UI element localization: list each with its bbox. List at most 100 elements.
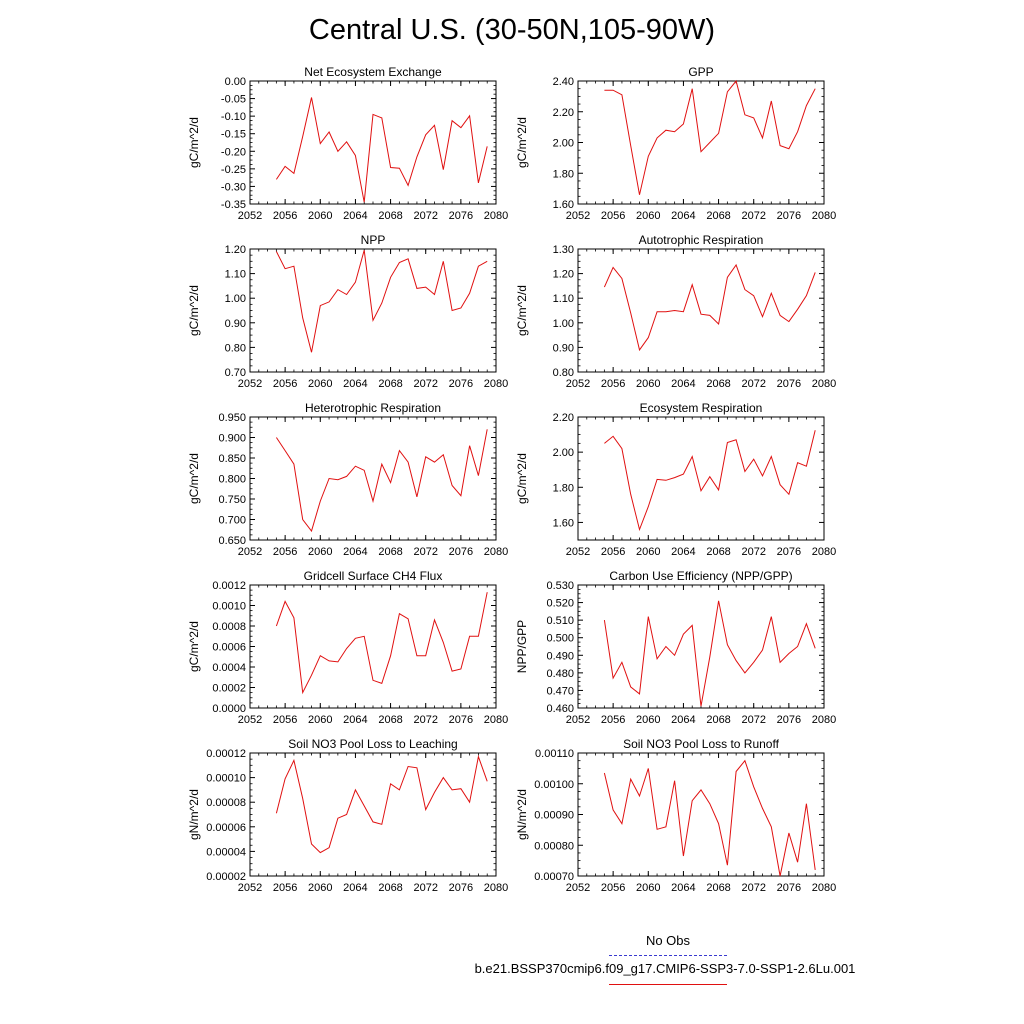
x-tick-label: 2052 [566, 378, 590, 390]
plot-frame [249, 584, 497, 709]
x-tick-label: 2076 [777, 378, 801, 390]
y-tick-label: 0.0006 [212, 642, 246, 654]
x-tick-label: 2052 [566, 714, 590, 726]
x-tick-label: 2052 [238, 714, 262, 726]
y-tick-label: 1.00 [225, 293, 246, 305]
plot-frame [249, 80, 497, 205]
x-tick-label: 2060 [308, 882, 332, 894]
panel-title: Autotrophic Respiration [639, 233, 764, 247]
x-tick-label: 2068 [378, 210, 402, 222]
plot-frame [577, 248, 825, 373]
legend-case-label: b.e21.BSSP370cmip6.f09_g17.CMIP6-SSP3-7.… [474, 961, 856, 976]
x-tick-label: 2060 [636, 378, 660, 390]
figure-title: Central U.S. (30-50N,105-90W) [308, 14, 716, 46]
y-tick-label: 0.530 [546, 580, 574, 592]
y-tick-label: 0.700 [218, 515, 246, 527]
y-tick-label: 1.20 [553, 269, 574, 281]
series-line [275, 250, 488, 353]
chart-panel-9: Soil NO3 Pool Loss to Leaching gN/m^2/d 20… [187, 737, 508, 894]
x-tick-label: 2064 [671, 378, 695, 390]
chart-panel-5: Heterotrophic Respiration gC/m^2/d 2052 205… [187, 401, 508, 558]
x-tick-label: 2068 [706, 378, 730, 390]
y-tick-label: 0.80 [553, 367, 574, 379]
x-tick-label: 2052 [566, 882, 590, 894]
x-tick-label: 2068 [378, 546, 402, 558]
y-tick-label: 2.40 [553, 76, 574, 88]
legend-case-line [609, 984, 727, 985]
y-tick-label: 2.00 [553, 447, 574, 459]
x-tick-label: 2064 [671, 714, 695, 726]
series-line [604, 430, 816, 532]
series-line [604, 79, 816, 195]
y-tick-label: 1.00 [553, 318, 574, 330]
panel-title: Gridcell Surface CH4 Flux [304, 569, 443, 583]
x-tick-label: 2068 [706, 210, 730, 222]
panel-title: Net Ecosystem Exchange [304, 65, 442, 79]
x-tick-label: 2072 [413, 210, 437, 222]
x-tick-label: 2064 [343, 210, 367, 222]
x-tick-label: 2056 [273, 882, 297, 894]
y-tick-label: 0.0012 [212, 580, 246, 592]
y-axis-label: gC/m^2/d [515, 285, 529, 336]
y-axis-label: NPP/GPP [515, 620, 529, 673]
x-tick-label: 2080 [812, 882, 836, 894]
y-tick-label: 0.800 [218, 474, 246, 486]
y-axis-label: gN/m^2/d [187, 789, 201, 840]
x-tick-label: 2056 [273, 378, 297, 390]
x-tick-label: 2068 [706, 714, 730, 726]
y-tick-label: 1.30 [553, 244, 574, 256]
series-line [603, 600, 816, 707]
x-tick-label: 2080 [484, 546, 508, 558]
y-tick-label: 0.0002 [212, 683, 246, 695]
x-tick-label: 2068 [706, 546, 730, 558]
plot-frame [577, 80, 825, 205]
y-axis-label: gC/m^2/d [187, 621, 201, 672]
x-tick-label: 2068 [378, 714, 402, 726]
y-tick-label: 0.00 [225, 76, 246, 88]
x-tick-label: 2072 [741, 714, 765, 726]
plot-frame [577, 752, 825, 877]
y-tick-label: 0.950 [218, 412, 246, 424]
x-tick-label: 2052 [238, 378, 262, 390]
y-tick-label: -0.35 [221, 199, 246, 211]
y-tick-label: 0.480 [546, 668, 574, 680]
y-tick-label: -0.10 [221, 111, 246, 123]
y-tick-label: -0.20 [221, 146, 246, 158]
x-tick-label: 2064 [343, 546, 367, 558]
y-tick-label: 0.00100 [534, 779, 574, 791]
x-tick-label: 2072 [741, 882, 765, 894]
x-tick-label: 2080 [484, 882, 508, 894]
y-tick-label: 0.510 [546, 615, 574, 627]
x-tick-label: 2052 [566, 546, 590, 558]
x-tick-label: 2072 [413, 714, 437, 726]
panel-title: NPP [361, 233, 386, 247]
y-tick-label: 0.650 [218, 535, 246, 547]
y-tick-label: 0.900 [218, 433, 246, 445]
y-tick-label: 1.80 [553, 482, 574, 494]
y-tick-label: 0.00006 [206, 822, 246, 834]
chart-panel-1: Net Ecosystem Exchange gC/m^2/d 2052 2056 20… [187, 65, 508, 222]
x-tick-label: 2080 [812, 546, 836, 558]
chart-panel-7: Gridcell Surface CH4 Flux gC/m^2/d 2052 205… [187, 569, 508, 726]
x-tick-label: 2060 [636, 882, 660, 894]
series-line [603, 263, 816, 352]
x-tick-label: 2080 [812, 210, 836, 222]
x-tick-label: 2056 [273, 546, 297, 558]
plot-frame [577, 584, 825, 709]
x-tick-label: 2076 [449, 714, 473, 726]
y-tick-label: 0.00110 [535, 748, 574, 760]
x-tick-label: 2068 [378, 378, 402, 390]
panel-title: Soil NO3 Pool Loss to Leaching [288, 737, 457, 751]
x-tick-label: 2076 [777, 882, 801, 894]
y-tick-label: 0.470 [546, 685, 574, 697]
x-tick-label: 2052 [238, 882, 262, 894]
x-tick-label: 2064 [343, 714, 367, 726]
y-tick-label: 1.60 [553, 199, 574, 211]
y-tick-label: 0.0004 [212, 662, 246, 674]
x-tick-label: 2080 [484, 378, 508, 390]
series-line [275, 429, 488, 533]
x-tick-label: 2064 [671, 210, 695, 222]
y-tick-label: 0.850 [218, 453, 246, 465]
x-tick-label: 2060 [308, 210, 332, 222]
x-tick-label: 2080 [484, 714, 508, 726]
